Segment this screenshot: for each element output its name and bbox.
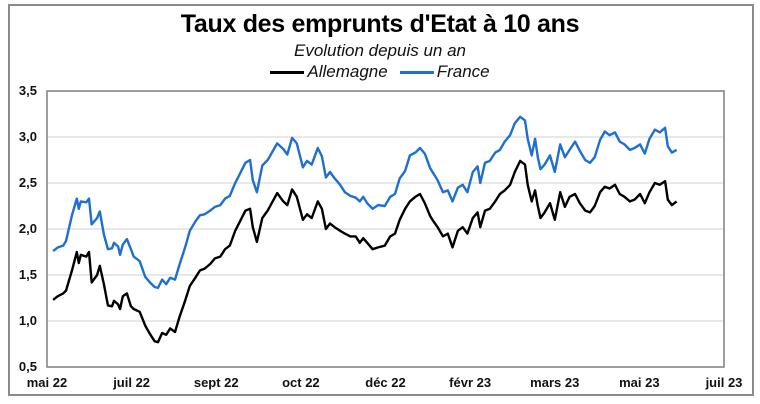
y-tick-label: 0,5 <box>19 359 37 374</box>
x-tick-label: mars 23 <box>530 375 579 390</box>
y-axis-ticks: 0,5 1,0 1,5 2,0 2,5 3,0 3,5 <box>19 83 37 374</box>
x-tick-label: oct 22 <box>282 375 320 390</box>
x-tick-label: déc 22 <box>365 375 405 390</box>
legend-swatch-france <box>399 70 434 74</box>
chart-legend: Allemagne France <box>0 62 760 82</box>
x-tick-label: févr 23 <box>449 375 491 390</box>
chart-subtitle: Evolution depuis un an <box>293 41 467 60</box>
y-tick-label: 3,5 <box>19 83 37 98</box>
x-tick-label: mai 23 <box>619 375 659 390</box>
legend-swatch-allemagne <box>270 70 305 74</box>
y-tick-label: 2,0 <box>19 221 37 236</box>
gridlines <box>47 136 724 322</box>
y-tick-label: 1,5 <box>19 267 37 282</box>
y-tick-label: 2,5 <box>19 175 37 190</box>
legend-label-france: France <box>436 62 490 81</box>
legend-label-allemagne: Allemagne <box>307 62 388 81</box>
series-line-france <box>52 115 678 290</box>
y-tick-label: 1,0 <box>19 313 37 328</box>
legend-item-france: France <box>399 62 490 82</box>
data-series <box>52 115 678 344</box>
x-tick-label: sept 22 <box>194 375 239 390</box>
x-axis-ticks: mai 22 juil 22 sept 22 oct 22 déc 22 févr 23 m… <box>27 375 743 390</box>
y-tick-label: 3,0 <box>19 129 37 144</box>
x-tick-label: juil 22 <box>112 375 150 390</box>
x-tick-label: juil 23 <box>705 375 743 390</box>
chart-title: Taux des emprunts d'Etat à 10 ans <box>180 10 580 38</box>
legend-item-allemagne: Allemagne <box>270 62 388 82</box>
x-tick-label: mai 22 <box>27 375 67 390</box>
plot-area <box>46 90 725 368</box>
series-line-allemagne <box>52 159 678 344</box>
